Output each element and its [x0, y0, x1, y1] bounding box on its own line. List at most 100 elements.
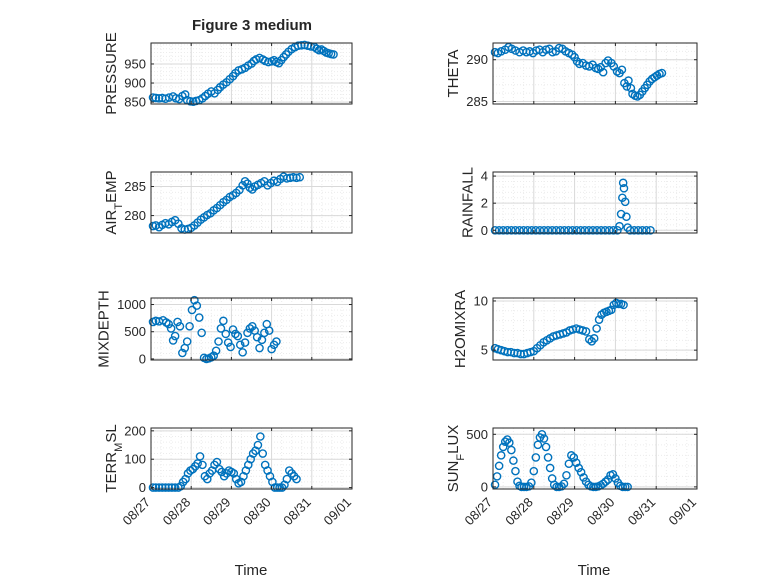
data-point — [329, 50, 338, 59]
data-point — [537, 430, 547, 439]
data-point — [519, 482, 529, 492]
data-point — [551, 225, 561, 235]
data-point — [161, 483, 170, 492]
y-tick-label: 4 — [481, 169, 488, 184]
y-tick-label: 950 — [124, 56, 146, 71]
x-tick-label: 09/01 — [321, 495, 355, 529]
data-point — [622, 82, 632, 91]
data-point — [256, 432, 265, 441]
y-axis-label: SUNFLUX — [445, 425, 467, 493]
data-point — [293, 41, 303, 50]
y-tick-label: 0 — [139, 480, 146, 495]
y-tick-label: 500 — [466, 427, 488, 442]
grid-lines — [151, 172, 352, 234]
data-point — [618, 482, 628, 492]
y-tick-label: 290 — [466, 52, 488, 67]
data-point — [569, 453, 579, 462]
data-point — [511, 466, 520, 476]
data-point — [624, 76, 633, 85]
data-point — [219, 316, 228, 326]
y-tick-label: 2 — [481, 196, 488, 211]
data-point — [221, 329, 231, 339]
data-point — [646, 225, 655, 235]
data-series — [148, 432, 301, 492]
data-point — [570, 52, 579, 62]
data-point — [567, 451, 576, 460]
data-point — [154, 483, 164, 492]
subplot-pressure: 850 900 950 PRESSURE — [103, 32, 353, 115]
y-tick-label: 285 — [124, 179, 146, 194]
data-point — [258, 449, 268, 458]
data-point — [598, 67, 608, 77]
x-tick-label: 08/29 — [200, 495, 234, 529]
data-point — [494, 461, 504, 471]
x-tick-label: 08/29 — [543, 495, 577, 529]
data-point — [601, 58, 610, 68]
data-point — [539, 434, 549, 443]
y-axis-label: PRESSURE — [103, 32, 120, 115]
y-axis-label: MIXDEPTH — [95, 290, 112, 368]
data-point — [178, 348, 187, 358]
data-point — [295, 172, 305, 182]
data-point — [496, 47, 506, 56]
data-point — [594, 315, 604, 324]
data-point — [197, 328, 206, 338]
data-point — [238, 348, 247, 357]
axes-box — [492, 427, 698, 490]
data-point — [576, 467, 586, 477]
data-point — [629, 225, 639, 235]
data-point — [600, 225, 610, 235]
data-point — [545, 463, 555, 473]
data-point — [502, 225, 512, 235]
data-point — [260, 328, 269, 338]
data-point — [588, 225, 598, 235]
x-tick-label: 08/30 — [240, 495, 274, 529]
axes-box — [492, 171, 698, 234]
data-point — [601, 477, 610, 486]
data-point — [209, 351, 219, 360]
x-tick-label: 08/30 — [584, 495, 618, 529]
x-axis-label-right: Time — [578, 562, 611, 579]
data-point — [231, 329, 240, 339]
y-tick-label: 1000 — [117, 297, 146, 312]
data-point — [541, 442, 551, 452]
x-tick-label: 08/27 — [462, 495, 496, 529]
data-point — [185, 321, 194, 331]
data-point — [611, 474, 620, 483]
data-point — [180, 90, 190, 99]
data-point — [598, 479, 608, 489]
axes-box — [492, 297, 698, 361]
data-point — [213, 85, 223, 95]
y-tick-label: 0 — [481, 479, 488, 494]
data-point — [154, 93, 164, 103]
data-series — [490, 430, 632, 492]
y-axis-label: RAINFALL — [460, 167, 477, 238]
data-point — [580, 225, 590, 235]
data-point — [531, 453, 541, 462]
data-point — [195, 452, 205, 461]
data-point — [564, 225, 573, 235]
data-point — [264, 326, 274, 335]
y-tick-label: 0 — [139, 351, 146, 366]
data-point — [576, 225, 586, 235]
data-point — [539, 225, 549, 235]
data-point — [527, 225, 537, 235]
x-tick-label: 09/01 — [666, 495, 700, 529]
axes-box — [492, 42, 698, 105]
data-point — [214, 337, 223, 346]
data-point — [496, 451, 506, 460]
data-point — [617, 65, 627, 75]
data-point — [552, 482, 561, 492]
data-point — [148, 483, 158, 492]
data-point — [535, 225, 545, 235]
data-point — [235, 340, 245, 350]
data-series — [148, 295, 281, 364]
data-point — [568, 225, 577, 235]
data-point — [638, 225, 647, 235]
data-point — [187, 305, 197, 315]
x-tick-label: 08/28 — [160, 495, 194, 529]
data-point — [255, 343, 264, 353]
data-point — [509, 456, 518, 465]
